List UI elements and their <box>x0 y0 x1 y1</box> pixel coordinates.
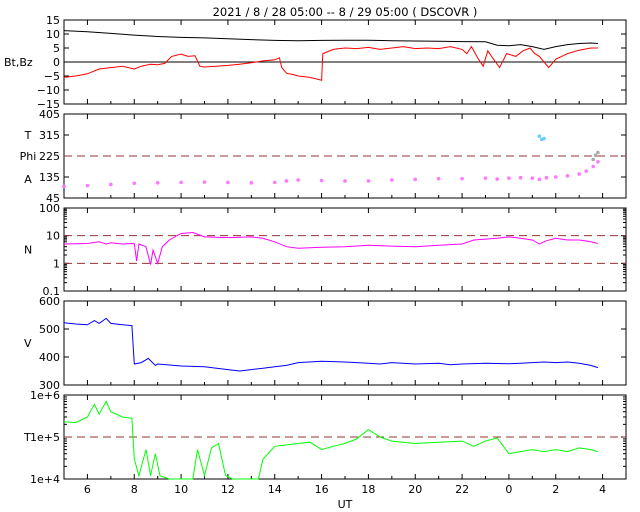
series-2 <box>537 134 546 142</box>
series-3 <box>591 150 600 162</box>
y-tick-label: −5 <box>44 70 60 83</box>
y-tick-label: 1e+5 <box>30 431 60 444</box>
data-point <box>179 180 183 185</box>
y-tick-label: 10 <box>46 230 60 243</box>
data-point <box>272 180 277 185</box>
panel-frame <box>63 207 627 292</box>
data-point <box>132 181 137 186</box>
y-tick-label: 600 <box>39 295 60 308</box>
data-point <box>518 175 523 180</box>
data-point <box>591 157 596 162</box>
x-tick-label: 6 <box>84 483 91 496</box>
y-axis-label: T <box>24 129 32 142</box>
data-point <box>460 176 464 181</box>
data-point <box>544 175 549 180</box>
data-point <box>584 169 588 173</box>
data-point <box>483 176 488 180</box>
data-point <box>436 176 441 181</box>
y-tick-label: 1 <box>53 257 60 270</box>
data-point <box>591 164 596 169</box>
y-tick-label: 100 <box>39 202 60 215</box>
panel-3: 100 10 1 0.1 N <box>24 202 627 298</box>
y-tick-label: 0 <box>53 56 60 69</box>
data-point <box>507 176 511 180</box>
series-line-2 <box>63 45 598 81</box>
y-tick-label: 400 <box>39 351 60 364</box>
data-point <box>495 177 500 181</box>
y-tick-label: 315 <box>39 129 60 142</box>
y-axis-label: V <box>24 337 32 350</box>
y-axis-label: Bt,Bz <box>4 56 33 69</box>
x-tick-label: 22 <box>455 483 469 496</box>
y-tick-label: 225 <box>39 150 60 163</box>
y-axis-label: N <box>24 244 32 257</box>
data-point <box>109 182 113 187</box>
x-tick-label: 14 <box>268 483 282 496</box>
data-point <box>530 176 535 180</box>
panel-2: 405 315 225 135 45 T Phi A <box>20 108 627 205</box>
series-line-1 <box>63 231 599 265</box>
y-tick-label: −15 <box>37 98 60 111</box>
chart-panels: 151050−5−10−15Bt,Bz40531522513545TPhiA10… <box>4 14 627 486</box>
data-point <box>226 180 230 185</box>
data-point <box>577 172 581 176</box>
x-tick-label: 2 <box>552 483 559 496</box>
y-tick-label: 5 <box>53 42 60 55</box>
y-tick-label: 300 <box>39 379 60 392</box>
x-axis: 6 8 10 12 14 16 18 20 22 0 2 4 <box>84 483 606 496</box>
panel-4: 600 500 400 300 V <box>24 295 627 392</box>
data-point <box>319 178 324 183</box>
x-tick-label: 8 <box>131 483 138 496</box>
data-point <box>537 134 542 138</box>
data-point <box>366 179 371 183</box>
y-axis-label: A <box>24 173 32 186</box>
y-axis-label: Phi <box>20 150 37 163</box>
data-point <box>85 183 90 188</box>
data-point <box>596 150 600 155</box>
data-point <box>249 181 254 185</box>
x-tick-label: 10 <box>174 483 188 496</box>
y-tick-label: 45 <box>46 192 60 205</box>
x-tick-label: 16 <box>315 483 329 496</box>
data-point <box>296 178 300 182</box>
data-point <box>593 153 598 158</box>
panel-frame <box>63 300 627 386</box>
x-tick-label: 0 <box>505 483 512 496</box>
y-tick-label: 500 <box>39 323 60 336</box>
data-point <box>202 180 207 184</box>
x-tick-label: 4 <box>599 483 606 496</box>
y-tick-label: 135 <box>39 171 60 184</box>
data-point <box>62 184 66 189</box>
x-tick-label: 18 <box>361 483 375 496</box>
x-tick-label: 20 <box>408 483 422 496</box>
series-line-1 <box>63 400 599 480</box>
data-point <box>542 136 546 141</box>
series-1 <box>62 160 600 189</box>
y-tick-label: 15 <box>46 14 60 27</box>
series-line-1 <box>63 317 599 372</box>
y-tick-label: −10 <box>37 84 60 97</box>
y-tick-label: 0.1 <box>43 285 61 298</box>
chart-title: 2021 / 8 / 28 05:00 -- 8 / 29 05:00 ( DS… <box>213 5 478 19</box>
x-axis-label: UT <box>338 498 353 511</box>
data-point <box>284 179 289 183</box>
data-point <box>413 177 418 182</box>
y-tick-label: 1e+6 <box>30 389 60 402</box>
y-axis-label: T <box>23 431 31 444</box>
y-tick-label: 10 <box>46 28 60 41</box>
data-point <box>343 179 347 183</box>
x-tick-label: 12 <box>221 483 235 496</box>
data-point <box>155 181 160 185</box>
data-point <box>565 174 570 178</box>
data-point <box>596 160 600 164</box>
data-point <box>390 178 394 182</box>
y-tick-label: 405 <box>39 108 60 121</box>
series-line-1 <box>63 30 598 50</box>
data-point <box>537 177 542 182</box>
y-tick-label: 1e+4 <box>30 473 60 486</box>
data-point <box>553 175 558 179</box>
panel-5: 1e+6 1e+5 1e+4 T <box>23 389 627 486</box>
